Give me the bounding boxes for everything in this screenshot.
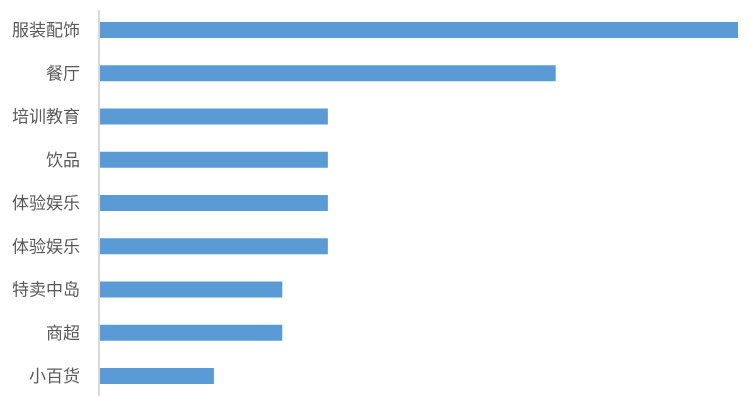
category-label: 体验娱乐 [12,237,80,257]
category-label: 商超 [46,324,80,344]
bar [100,22,738,38]
category-label: 体验娱乐 [12,194,80,214]
category-label: 饮品 [46,151,80,171]
category-label: 特卖中岛 [12,281,80,301]
bar [100,238,328,255]
bar [100,324,283,341]
category-label: 小百货 [29,367,80,387]
category-label: 餐厅 [46,64,80,84]
bar [100,368,214,384]
bar [100,65,556,82]
bar [100,151,328,168]
bar [100,281,283,298]
category-label: 培训教育 [12,108,80,128]
bar [100,108,328,125]
category-label: 服装配饰 [12,21,80,41]
bar [100,195,328,211]
